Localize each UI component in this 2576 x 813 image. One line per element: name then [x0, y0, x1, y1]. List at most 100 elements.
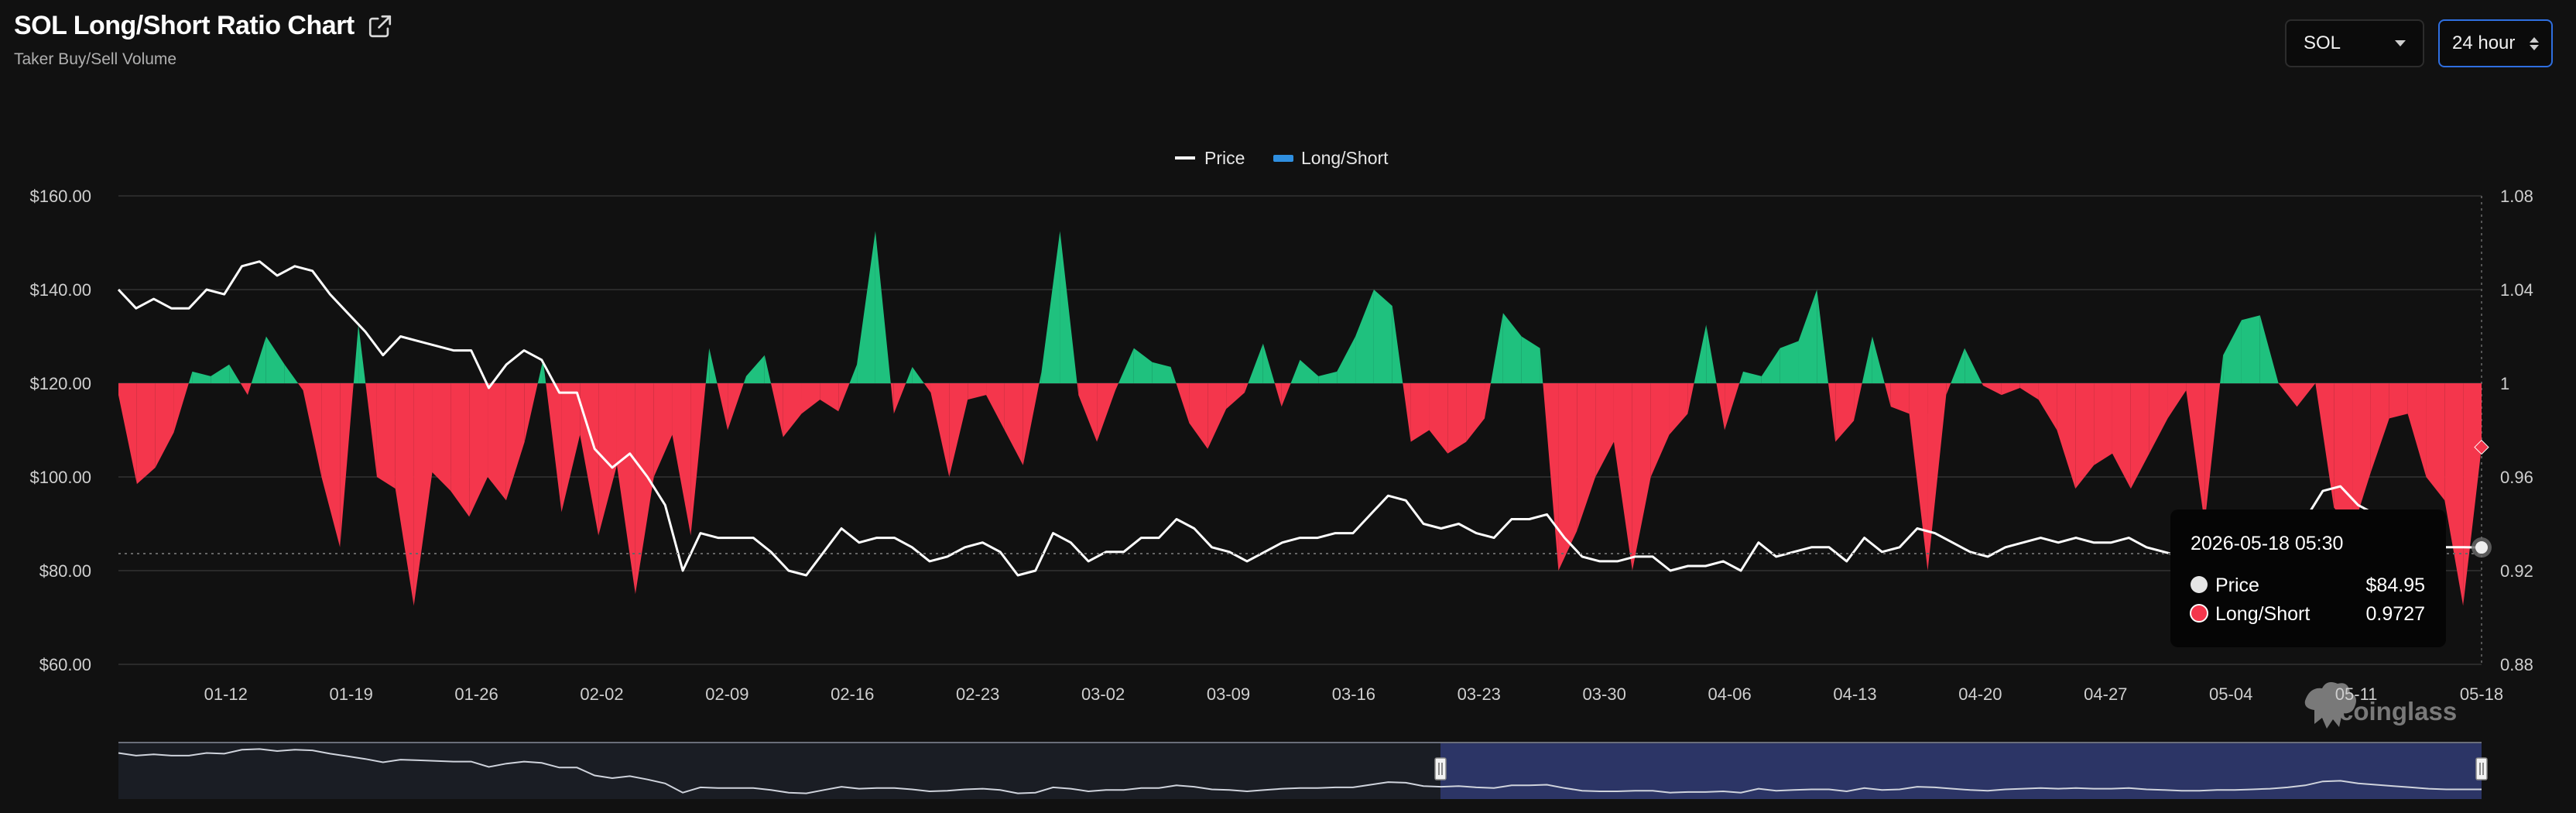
x-tick-label: 03-16 — [1332, 684, 1375, 704]
short-area-segment — [488, 383, 506, 501]
short-area-segment — [801, 383, 820, 414]
long-area-segment — [1392, 306, 1403, 383]
y-right-tick-label: 0.92 — [2500, 561, 2533, 581]
x-tick-label: 05-04 — [2209, 684, 2252, 704]
x-tick-label: 02-23 — [956, 684, 999, 704]
short-area-segment — [2315, 383, 2334, 508]
x-tick-label: 01-19 — [330, 684, 373, 704]
short-area-segment — [580, 383, 599, 536]
short-area-segment — [1004, 383, 1023, 465]
short-area-segment — [1909, 383, 1928, 571]
x-axis: 01-12 01-19 01-26 02-02 02-09 02-16 02-23 03-02… — [204, 684, 2504, 704]
y-right-tick-label: 0.96 — [2500, 468, 2533, 487]
short-area-segment — [783, 383, 802, 437]
short-area-segment — [690, 383, 706, 536]
x-tick-label: 02-02 — [580, 684, 623, 704]
long-area-segment — [358, 324, 366, 383]
short-area-segment — [986, 383, 1005, 431]
short-area-segment — [1577, 383, 1596, 531]
long-area-segment — [1248, 343, 1263, 383]
short-area-segment — [505, 383, 525, 501]
short-area-segment — [1403, 383, 1411, 442]
short-area-segment — [1854, 383, 1862, 421]
short-area-segment — [2130, 383, 2150, 489]
short-area-segment — [923, 383, 931, 393]
short-area-segment — [2334, 383, 2353, 531]
short-area-segment — [672, 383, 691, 536]
short-area-segment — [820, 383, 839, 412]
long-area-segment — [1742, 371, 1762, 383]
short-area-segment — [1716, 383, 1725, 431]
short-area-segment — [598, 383, 617, 536]
x-tick-label: 03-02 — [1081, 684, 1125, 704]
legend-ratio-swatch — [1273, 155, 1293, 162]
short-area-segment — [2426, 383, 2445, 501]
short-area-segment — [1447, 383, 1467, 454]
external-link-icon[interactable] — [367, 13, 393, 39]
symbol-select-value: SOL — [2304, 33, 2341, 53]
short-area-segment — [561, 383, 581, 513]
long-area-segment — [1337, 336, 1356, 383]
long-area-segment — [875, 231, 891, 383]
long-area-segment — [1502, 313, 1522, 383]
x-tick-label: 04-06 — [1708, 684, 1751, 704]
coinglass-logo-icon — [2304, 682, 2356, 729]
tooltip-ratio-label: Long/Short — [2215, 603, 2310, 625]
short-area-segment — [1077, 383, 1079, 396]
short-area-segment — [2149, 383, 2168, 454]
x-tick-label: 03-23 — [1458, 684, 1501, 704]
long-area-segment — [211, 364, 230, 383]
short-area-segment — [2001, 383, 2020, 396]
price-line — [117, 260, 2482, 577]
short-area-segment — [240, 383, 248, 396]
page-title: SOL Long/Short Ratio Chart — [14, 11, 355, 40]
navigator-left-handle[interactable] — [1434, 757, 1447, 780]
legend-ratio-label[interactable]: Long/Short — [1301, 148, 1389, 168]
symbol-select[interactable]: SOL — [2285, 19, 2424, 67]
short-area-segment — [968, 383, 987, 400]
long-area-segment — [1262, 343, 1275, 383]
long-area-segment — [1041, 231, 1060, 383]
short-area-segment — [1410, 383, 1430, 442]
short-area-segment — [432, 383, 451, 492]
interval-select[interactable]: 24 hour — [2438, 19, 2553, 67]
ratio-point-marker — [2474, 439, 2489, 455]
short-area-segment — [2297, 383, 2316, 407]
short-area-segment — [303, 383, 322, 477]
left-y-axis: $160.00 $140.00 $120.00 $100.00 $80.00 $60.00 — [29, 187, 91, 674]
long-area-segment — [1951, 348, 1965, 383]
navigator-right-handle[interactable] — [2475, 757, 2488, 780]
short-area-segment — [1023, 383, 1040, 465]
range-navigator[interactable] — [118, 742, 2488, 799]
short-area-segment — [1558, 383, 1577, 571]
short-area-segment — [395, 383, 414, 606]
long-area-segment — [1798, 290, 1817, 383]
long-area-segment — [1862, 336, 1872, 383]
price-point-marker — [2475, 541, 2488, 554]
short-area-segment — [450, 383, 470, 517]
right-y-axis: 1.08 1.04 1 0.96 0.92 0.88 — [2500, 187, 2533, 674]
long-area-segment — [1761, 348, 1780, 383]
short-area-segment — [2352, 383, 2371, 531]
short-area-segment — [616, 383, 635, 595]
short-area-segment — [1595, 383, 1614, 477]
tooltip-datetime: 2026-05-18 05:30 — [2191, 533, 2343, 554]
long-short-area — [118, 231, 2482, 606]
interval-select-value: 24 hour — [2452, 33, 2516, 53]
legend-price-label[interactable]: Price — [1204, 148, 1245, 168]
short-area-segment — [298, 383, 303, 391]
long-area-segment — [743, 376, 746, 383]
short-area-segment — [2167, 383, 2187, 419]
long-area-segment — [1521, 336, 1540, 383]
short-area-segment — [413, 383, 433, 606]
long-area-segment — [1300, 359, 1319, 383]
long-area-segment — [849, 364, 858, 383]
long-area-segment — [857, 231, 875, 383]
short-area-segment — [1429, 383, 1448, 454]
watermark-text: coinglass — [2339, 697, 2457, 726]
y-left-tick-label: $120.00 — [29, 374, 91, 393]
long-area-segment — [1133, 348, 1153, 383]
short-area-segment — [1281, 383, 1291, 407]
short-area-segment — [930, 383, 950, 477]
